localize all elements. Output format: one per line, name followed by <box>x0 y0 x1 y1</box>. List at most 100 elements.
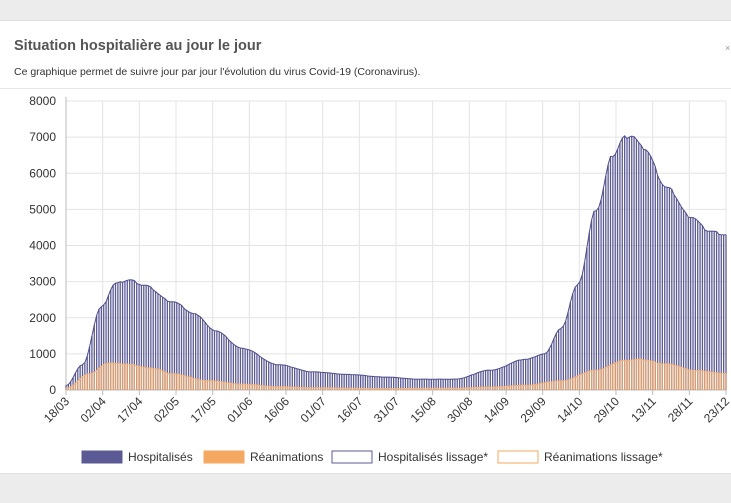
reanimations-bar <box>343 388 345 390</box>
hospitalises-bar <box>687 217 689 390</box>
hospitalises-bar <box>614 154 616 390</box>
reanimations-bar <box>383 388 385 390</box>
hospitalises-bar <box>418 379 421 390</box>
reanimations-bar <box>409 388 411 390</box>
hospitalises-bar <box>74 372 77 390</box>
hospitalises-bar <box>421 379 423 390</box>
hospitalises-bar <box>586 247 588 390</box>
hospitalises-bar <box>623 135 626 390</box>
hospitalises-bar <box>454 379 456 390</box>
x-tick-label: 30/08 <box>444 394 475 425</box>
reanimations-bar <box>621 360 623 390</box>
reanimations-bar <box>242 384 244 390</box>
reanimations-bar <box>176 374 178 390</box>
reanimations-bar <box>425 388 428 390</box>
hospitalises-bar <box>355 374 357 390</box>
reanimations-bar <box>194 378 197 390</box>
reanimations-bar <box>183 375 185 390</box>
hospitalises-bar <box>633 136 635 390</box>
hospitalises-bar <box>310 371 312 390</box>
hospitalises-bar <box>265 360 268 390</box>
reanimations-bar <box>270 386 272 390</box>
x-tick-label: 31/07 <box>371 394 402 425</box>
reanimations-bar <box>312 387 315 390</box>
reanimations-bar <box>489 387 491 390</box>
reanimations-bar <box>88 373 91 390</box>
hospitalises-bar <box>232 344 235 390</box>
hospitalises-bar <box>400 378 402 390</box>
hospitalises-bar <box>244 348 246 390</box>
hospitalises-bar <box>685 212 687 390</box>
reanimations-bar <box>612 364 614 390</box>
legend-swatch[interactable] <box>81 450 123 464</box>
x-tick-label: 02/05 <box>151 394 182 425</box>
reanimations-bar <box>598 370 600 390</box>
reanimations-bar <box>206 380 209 390</box>
legend-label[interactable]: Hospitalisés lissage* <box>378 450 488 464</box>
hospitalises-bar <box>216 330 218 390</box>
legend-swatch[interactable] <box>203 450 245 464</box>
reanimations-bar <box>440 388 442 390</box>
hospitalises-bar <box>334 373 336 390</box>
reanimations-bar <box>246 384 249 390</box>
reanimations-bar <box>607 366 609 390</box>
hospitalises-bar <box>152 289 154 390</box>
reanimations-bar <box>263 385 265 390</box>
hospitalises-bar <box>642 149 645 390</box>
reanimations-bar <box>576 376 579 390</box>
hospitalises-bar <box>689 217 692 390</box>
legend-label[interactable]: Réanimations <box>250 450 323 464</box>
hospitalises-bar <box>649 156 652 390</box>
legend-label[interactable]: Réanimations lissage* <box>544 450 663 464</box>
reanimations-bar <box>110 363 112 390</box>
hospitalises-bar <box>70 381 72 390</box>
collapse-icon[interactable]: × <box>725 43 731 53</box>
hospitalises-bar <box>423 379 425 390</box>
reanimations-bar <box>72 385 74 390</box>
hospitalises-bar <box>390 377 392 390</box>
hospitalises-bar <box>513 361 515 390</box>
hospitalises-bar <box>659 180 661 390</box>
hospitalises-bar <box>350 374 352 390</box>
reanimations-bar <box>298 387 301 390</box>
reanimations-bar <box>305 387 308 390</box>
hospitalises-bar <box>541 354 543 390</box>
legend-swatch[interactable] <box>497 450 539 464</box>
reanimations-bar <box>557 381 560 390</box>
hospitalises-bar <box>378 376 381 390</box>
reanimations-bar <box>345 388 348 390</box>
x-tick-label: 16/07 <box>334 394 365 425</box>
hospitalises-bar <box>708 231 711 390</box>
reanimations-bar <box>402 388 404 390</box>
hospitalises-bar <box>119 281 121 390</box>
y-tick-label: 2000 <box>29 311 56 325</box>
x-tick-label: 17/04 <box>114 394 145 425</box>
hospitalises-bar <box>555 333 557 390</box>
hospitalises-bar <box>626 138 628 390</box>
hospitalises-bar <box>562 326 565 390</box>
hospitalises-bar <box>718 234 720 390</box>
hospitalises-bar <box>291 367 293 390</box>
reanimations-bar <box>541 383 543 390</box>
reanimations-bar <box>553 381 555 390</box>
hospitalises-bar <box>590 219 593 390</box>
reanimations-bar <box>543 382 546 390</box>
hospitalises-bar <box>647 152 649 390</box>
hospitalises-bar <box>440 379 442 390</box>
reanimations-bar <box>550 381 553 390</box>
hospitalises-bar <box>286 365 289 390</box>
legend-label[interactable]: Hospitalisés <box>128 450 193 464</box>
reanimations-bar <box>350 388 352 390</box>
reanimations-bar <box>138 366 140 390</box>
reanimations-bar <box>232 383 235 390</box>
hospitalises-bar <box>301 370 303 390</box>
hospitalises-bar <box>616 149 619 390</box>
hospitalises-bar <box>437 379 440 390</box>
hospitalises-bar <box>256 353 258 390</box>
hospitalises-bar <box>534 356 536 390</box>
hospitalises-bar <box>176 302 178 390</box>
hospitalises-bar <box>588 232 590 390</box>
y-tick-label: 7000 <box>29 130 56 144</box>
legend-swatch[interactable] <box>331 450 373 464</box>
reanimations-bar <box>633 359 635 390</box>
